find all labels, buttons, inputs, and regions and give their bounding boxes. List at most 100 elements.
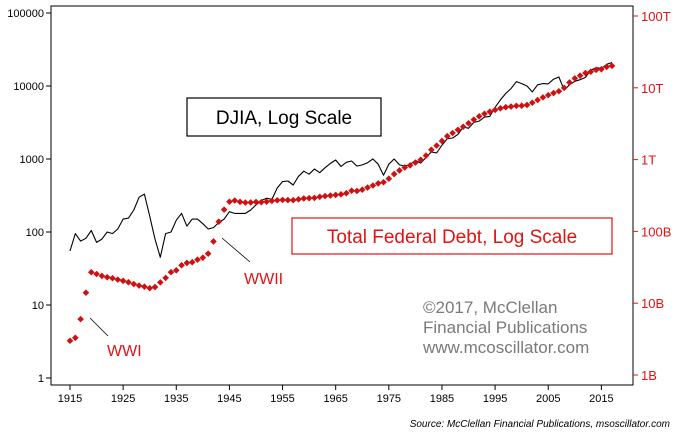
- debt-point: [608, 62, 616, 70]
- federal-debt-series: [66, 62, 616, 345]
- debt-point: [284, 196, 292, 204]
- debt-point: [247, 199, 254, 206]
- wwii-pointer: [221, 237, 251, 263]
- debt-point: [374, 180, 382, 187]
- debt-point: [385, 175, 393, 183]
- debt-point: [220, 206, 228, 213]
- debt-point: [194, 256, 201, 263]
- left-tick-label: 10: [32, 300, 44, 312]
- debt-point: [491, 106, 499, 114]
- debt-point: [528, 99, 536, 107]
- debt-point: [555, 87, 563, 95]
- debt-point: [188, 258, 196, 266]
- wwi-pointer: [89, 317, 109, 337]
- debt-point: [507, 103, 515, 110]
- debt-label: Total Federal Debt, Log Scale: [327, 227, 577, 248]
- debt-point: [103, 273, 111, 281]
- debt-label-box: [291, 217, 613, 255]
- debt-point: [109, 274, 116, 282]
- debt-point: [401, 164, 409, 171]
- x-tick-label: 1935: [164, 393, 188, 405]
- debt-point: [332, 191, 339, 199]
- debt-point: [295, 196, 302, 203]
- debt-point: [135, 282, 143, 289]
- debt-point: [592, 66, 600, 74]
- debt-point: [93, 270, 100, 278]
- copyright-line-2: Financial Publications: [423, 318, 587, 337]
- debt-point: [204, 250, 212, 257]
- right-axis-ticks: 100T 10T 1T 100B 10B 1B: [633, 9, 671, 383]
- x-tick-label: 2005: [536, 393, 560, 405]
- debt-point: [412, 159, 419, 166]
- debt-point: [459, 123, 467, 131]
- debt-point: [87, 268, 95, 276]
- debt-point: [77, 315, 84, 323]
- debt-point: [210, 238, 217, 245]
- debt-point: [449, 129, 456, 137]
- debt-point: [550, 89, 557, 97]
- debt-point: [348, 187, 355, 195]
- wwi-label: WWI: [107, 343, 142, 360]
- debt-point: [119, 277, 127, 285]
- debt-point: [343, 189, 350, 197]
- debt-point: [417, 156, 425, 164]
- debt-point: [598, 65, 605, 73]
- debt-point: [576, 72, 584, 79]
- x-tick-label: 1945: [217, 393, 241, 405]
- debt-point: [364, 184, 371, 191]
- debt-point: [603, 63, 610, 71]
- debt-point: [337, 191, 345, 198]
- debt-point: [438, 137, 446, 145]
- debt-point: [167, 268, 175, 276]
- debt-point: [289, 196, 297, 204]
- debt-point: [539, 94, 547, 101]
- debt-point: [305, 194, 313, 202]
- debt-point: [327, 192, 334, 199]
- debt-point: [534, 96, 541, 104]
- debt-point: [273, 196, 281, 204]
- debt-point: [82, 289, 90, 297]
- x-tick-label: 1965: [323, 393, 347, 405]
- debt-point: [465, 119, 472, 127]
- debt-point: [157, 279, 164, 286]
- debt-point: [582, 69, 589, 77]
- debt-point: [226, 198, 233, 206]
- debt-point: [470, 116, 478, 123]
- debt-point: [300, 195, 308, 202]
- left-tick-label: 100: [26, 227, 44, 239]
- debt-point: [125, 278, 132, 286]
- debt-point: [321, 192, 329, 200]
- debt-point: [502, 103, 510, 111]
- debt-point: [406, 162, 414, 169]
- debt-point: [390, 170, 398, 178]
- debt-point: [178, 261, 185, 269]
- debt-point: [215, 218, 223, 225]
- x-axis-ticks: 1915 1925 1935 1945 1955 1965 1975 1985 1995 2005…: [58, 385, 614, 405]
- debt-point: [353, 187, 361, 195]
- x-tick-label: 1995: [483, 393, 507, 405]
- right-tick-label: 1B: [641, 368, 657, 383]
- debt-point: [172, 267, 180, 274]
- debt-point: [268, 197, 276, 205]
- copyright-line-1: ©2017, McClellan: [423, 298, 557, 317]
- right-tick-label: 100T: [641, 9, 671, 24]
- debt-point: [242, 199, 249, 206]
- debt-point: [428, 146, 435, 154]
- debt-point: [369, 182, 377, 189]
- debt-point: [587, 68, 595, 76]
- debt-point: [422, 152, 430, 159]
- x-tick-label: 1985: [430, 393, 454, 405]
- debt-point: [566, 79, 573, 86]
- x-tick-label: 1915: [58, 393, 82, 405]
- x-tick-label: 2015: [589, 393, 613, 405]
- debt-point: [475, 113, 483, 120]
- right-tick-label: 10T: [641, 81, 663, 96]
- plot-frame: [50, 5, 634, 386]
- debt-point: [66, 337, 74, 345]
- djia-label-box: [186, 97, 382, 137]
- debt-point: [72, 334, 79, 342]
- debt-point: [396, 167, 403, 174]
- debt-point: [130, 280, 138, 288]
- debt-point: [316, 193, 324, 201]
- source-note: Source: McClellan Financial Publications…: [410, 419, 670, 430]
